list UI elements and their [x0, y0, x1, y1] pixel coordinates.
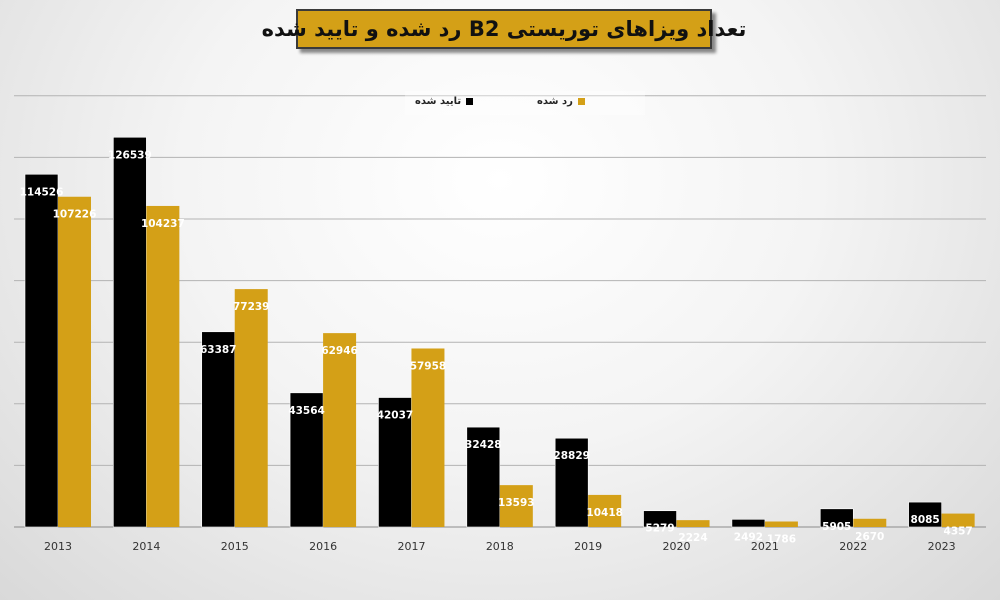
bar-approved-2018	[466, 426, 501, 528]
chart-title-box: تعداد ویزاهای توریستی B2 رد شده و تایید …	[262, 9, 746, 49]
data-label-approved-2017: 42037	[377, 410, 414, 422]
bar-rejected-2015	[234, 289, 268, 527]
x-tick-2022: 2022	[839, 540, 867, 553]
bar-approved-2020	[643, 510, 677, 528]
bar-rejected-2013	[58, 196, 91, 527]
x-tick-2018: 2018	[486, 540, 514, 553]
bar-rejected-2014	[146, 205, 180, 527]
data-label-rejected-2015: 77239	[233, 301, 270, 313]
data-label-approved-2014: 126539	[108, 149, 152, 161]
bar-approved-2014	[113, 136, 147, 528]
bar-approved-2015	[201, 331, 236, 528]
x-tick-2014: 2014	[132, 540, 160, 553]
data-labels: 114526 107226 126539 104237 63387 77239 43564 6…	[20, 149, 973, 545]
bar-approved-2021	[731, 519, 766, 528]
x-tick-2023: 2023	[928, 540, 956, 553]
legend-swatch-rejected	[577, 98, 585, 105]
data-label-rejected-2018: 13593	[498, 497, 535, 509]
x-tick-2016: 2016	[309, 540, 337, 553]
legend-label-rejected: رد شده	[537, 96, 573, 107]
legend-item-rejected: رد شده	[537, 96, 585, 107]
x-tick-2013: 2013	[44, 540, 72, 553]
data-label-approved-2022: 5905	[822, 521, 851, 533]
bar-approved-2022	[819, 508, 854, 528]
x-tick-2017: 2017	[397, 540, 425, 553]
data-label-approved-2015: 63387	[200, 344, 237, 356]
data-label-approved-2021: 2492	[734, 531, 763, 543]
legend: تایید شده رد شده	[405, 91, 645, 115]
bar-approved-2013	[24, 173, 59, 528]
bar-approved-2017	[378, 397, 412, 528]
x-tick-2015: 2015	[221, 540, 249, 553]
bar-approved-2019	[554, 437, 589, 528]
bar-rejected-2017	[411, 348, 445, 527]
legend-swatch-approved	[466, 98, 474, 105]
data-label-rejected-2020: 2224	[678, 532, 707, 544]
data-label-rejected-2023: 4357	[944, 526, 973, 538]
bar-rejected-2023	[941, 513, 975, 527]
bar-rejected-2019	[588, 494, 622, 527]
data-label-rejected-2017: 57958	[410, 360, 447, 372]
data-label-rejected-2019: 10418	[586, 507, 623, 519]
chart-title: تعداد ویزاهای توریستی B2 رد شده و تایید …	[261, 17, 747, 41]
data-label-rejected-2013: 107226	[53, 209, 97, 221]
bar-rejected-2016	[323, 333, 357, 527]
x-tick-2020: 2020	[663, 540, 691, 553]
bars	[24, 136, 975, 528]
data-label-approved-2020: 5279	[645, 523, 674, 535]
data-label-rejected-2021: 1786	[767, 533, 796, 545]
data-label-approved-2019: 28829	[553, 450, 590, 462]
data-label-approved-2013: 114526	[20, 186, 64, 198]
x-tick-2019: 2019	[574, 540, 602, 553]
bar-rejected-2021	[764, 521, 798, 527]
data-label-rejected-2016: 62946	[321, 345, 358, 357]
x-axis-ticks: 2013 2014 2015 2016 2017 2018 2019 2020 2021 2022…	[44, 540, 956, 553]
x-tick-2021: 2021	[751, 540, 779, 553]
data-label-rejected-2014: 104237	[141, 218, 185, 230]
data-label-approved-2018: 32428	[465, 439, 502, 451]
data-label-approved-2023: 8085	[911, 514, 940, 526]
bar-rejected-2018	[499, 485, 533, 527]
legend-label-approved: تایید شده	[415, 96, 462, 107]
bar-rejected-2022	[853, 518, 887, 527]
legend-item-approved: تایید شده	[415, 96, 474, 107]
bar-rejected-2020	[676, 520, 710, 527]
data-label-rejected-2022: 2670	[855, 531, 884, 543]
data-label-approved-2016: 43564	[288, 405, 325, 417]
bar-approved-2016	[289, 392, 324, 528]
